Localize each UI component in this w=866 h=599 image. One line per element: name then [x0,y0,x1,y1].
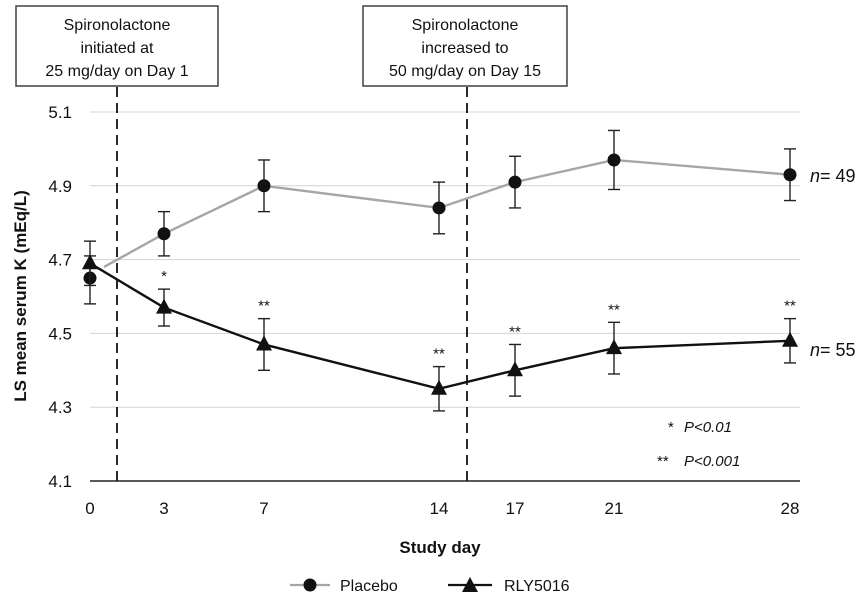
annotation-day1-line2: initiated at [81,40,154,57]
x-tick-label: 0 [85,499,94,518]
x-tick-label: 7 [259,499,268,518]
data-point [508,175,522,189]
data-point [82,254,98,270]
x-tick-label: 3 [159,499,168,518]
y-tick-label: 5.1 [48,103,72,122]
legend-label-placebo: Placebo [340,578,398,595]
x-tick-label: 28 [781,499,800,518]
y-tick-label: 4.3 [48,398,72,417]
n-symbol-placebo: n [810,166,820,186]
significance-marker: * [161,268,167,285]
annotation-day1-line1: Spironolactone [64,17,171,34]
significance-marker: ** [433,346,445,363]
y-tick-label: 4.1 [48,472,72,491]
series-placebo [83,129,797,305]
data-point [432,201,446,215]
significance-marker: ** [258,298,270,315]
series-rly5016: ********* ** [82,240,798,412]
sig-key-text-1: P<0.01 [684,419,732,436]
annotation-day15-line2: increased to [421,40,508,57]
x-tick-label: 14 [430,499,449,518]
annotation-day15-line3: 50 mg/day on Day 15 [389,63,541,80]
series-line [103,158,791,269]
y-axis-title: LS mean serum K (mEq/L) [11,190,30,402]
legend-marker-rly5016 [462,577,478,592]
annotation-box-day1: Spironolactone initiated at 25 mg/day on… [15,5,219,87]
significance-marker: ** [608,301,620,318]
x-axis-title: Study day [399,538,481,557]
x-tick-label: 21 [605,499,624,518]
data-point [783,168,797,182]
series-line [89,262,791,390]
significance-key: * P<0.01 ** P<0.001 [657,419,740,470]
n-label-rly5016: n= 55 [810,340,856,360]
data-point [431,379,447,395]
significance-marker: ** [784,298,796,315]
annotation-day1-line3: 25 mg/day on Day 1 [45,63,188,80]
data-point [782,331,798,347]
series-layer: ********* ** [82,129,798,412]
x-tick-label: 17 [506,499,525,518]
data-point [606,339,622,355]
data-point [607,153,621,167]
svg-text:n= 55: n= 55 [810,340,856,360]
y-axis: LS mean serum K (mEq/L) 4.1 4.3 4.5 4.7 4.9 5… [11,103,72,491]
n-label-placebo: n= 49 [810,166,856,186]
legend-item-rly5016: RLY5016 [448,577,570,595]
sig-key-text-2: P<0.001 [684,453,740,470]
data-point [256,335,272,351]
data-point [507,361,523,377]
legend: Placebo RLY5016 [290,577,570,595]
data-point [156,298,172,314]
data-point [257,179,271,193]
sig-key-symbol-2: ** [657,453,669,470]
significance-marker: ** [509,323,521,340]
n-value-rly5016: = 55 [820,340,856,360]
legend-marker-placebo [303,578,317,592]
x-axis: Study day 0 3 7 14 17 21 28 [85,480,800,557]
y-tick-label: 4.9 [48,177,72,196]
n-symbol-rly5016: n [810,340,820,360]
svg-text:n= 49: n= 49 [810,166,856,186]
annotation-day15-line1: Spironolactone [412,17,519,34]
legend-item-placebo: Placebo [290,578,398,595]
y-tick-label: 4.7 [48,251,72,270]
y-tick-label: 4.5 [48,324,72,343]
legend-label-rly5016: RLY5016 [504,578,570,595]
gridlines [90,111,800,408]
annotation-box-day15: Spironolactone increased to 50 mg/day on… [362,5,568,87]
data-point [157,227,171,241]
n-value-placebo: = 49 [820,166,856,186]
sig-key-symbol-1: * [668,419,674,436]
